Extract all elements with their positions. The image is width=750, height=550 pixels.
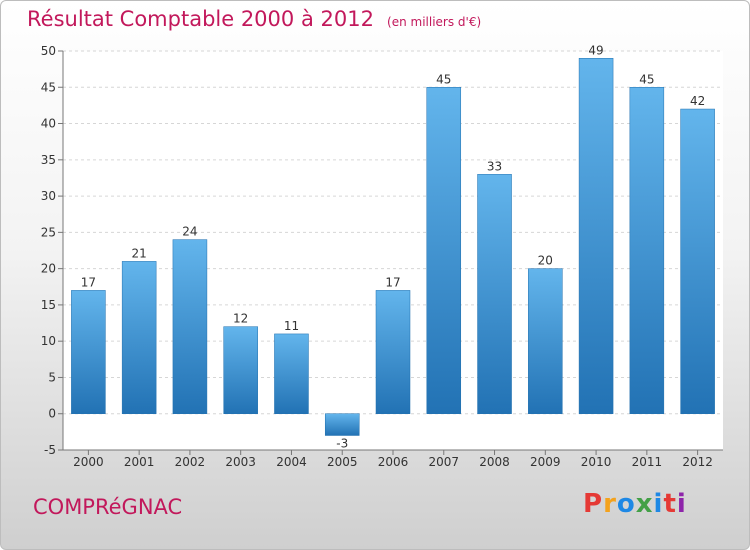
y-tick-label: 5: [48, 370, 56, 384]
y-tick-label: 25: [41, 225, 56, 239]
data-label: 45: [639, 72, 654, 86]
bar: [629, 87, 665, 414]
y-tick-label: 50: [41, 44, 56, 58]
bar-chart: -5 0 5 10 15 20 25 30 35 40 45 50 2000 2001 2002 2003 20…: [41, 43, 723, 469]
bar: [324, 413, 360, 436]
data-labels: 17 21 24 12 11 -3 17 45 33 20 49 45 42: [81, 43, 706, 450]
y-tick-label: 30: [41, 189, 56, 203]
proxiti-logo[interactable]: Proxiti: [583, 489, 687, 519]
data-label: 20: [538, 254, 553, 268]
x-tick-label: 2001: [124, 455, 155, 469]
chart-title-block: Résultat Comptable 2000 à 2012 (en milli…: [27, 7, 481, 31]
y-tick-label: 45: [41, 80, 56, 94]
bars: [71, 58, 715, 436]
logo-letter: i: [676, 489, 687, 519]
y-tick-label: 0: [48, 407, 56, 421]
y-tick-label: 20: [41, 262, 56, 276]
x-tick-label: 2003: [225, 455, 256, 469]
data-label: -3: [336, 436, 348, 450]
data-label: 24: [182, 225, 197, 239]
chart-unit: (en milliers d'€): [387, 15, 482, 29]
bar: [274, 333, 309, 414]
data-label: 17: [81, 275, 96, 289]
bar: [172, 239, 208, 414]
x-tick-label: 2009: [530, 455, 561, 469]
x-tick-label: 2000: [73, 455, 104, 469]
data-label: 17: [385, 275, 400, 289]
x-tick-label: 2007: [428, 455, 459, 469]
y-tick-label: 10: [41, 334, 56, 348]
logo-letter: x: [635, 489, 654, 519]
x-tick-label: 2005: [327, 455, 358, 469]
bar: [680, 108, 715, 414]
bar: [578, 58, 614, 414]
chart-title: Résultat Comptable 2000 à 2012: [27, 7, 374, 31]
y-tick-label: 40: [41, 117, 56, 131]
data-label: 42: [690, 94, 705, 108]
x-tick-label: 2002: [175, 455, 206, 469]
data-label: 21: [132, 246, 147, 260]
logo-letter: i: [653, 489, 664, 519]
axes: -5 0 5 10 15 20 25 30 35 40 45 50 2000 2001 2002 2003 20…: [41, 44, 723, 469]
y-tick-label: -5: [44, 443, 56, 457]
logo-letter: P: [583, 489, 604, 519]
x-tick-label: 2010: [581, 455, 612, 469]
data-label: 12: [233, 312, 248, 326]
data-label: 49: [588, 43, 603, 57]
x-tick-label: 2004: [276, 455, 307, 469]
data-label: 45: [436, 72, 451, 86]
logo-letter: r: [603, 489, 617, 519]
bar: [121, 261, 157, 414]
y-tick-label: 15: [41, 298, 56, 312]
bar: [477, 174, 512, 414]
commune-name: COMPRéGNAC: [33, 495, 183, 519]
x-tick-label: 2011: [632, 455, 663, 469]
bar: [426, 87, 462, 414]
bar: [528, 268, 563, 414]
x-tick-label: 2006: [378, 455, 409, 469]
bar: [71, 290, 106, 414]
bar: [223, 326, 258, 414]
logo-letter: o: [616, 489, 636, 519]
bar: [375, 290, 411, 414]
y-tick-label: 35: [41, 153, 56, 167]
logo-letter: t: [663, 489, 677, 519]
x-tick-label: 2008: [479, 455, 510, 469]
x-tick-label: 2012: [682, 455, 713, 469]
data-label: 11: [284, 319, 299, 333]
data-label: 33: [487, 159, 502, 173]
